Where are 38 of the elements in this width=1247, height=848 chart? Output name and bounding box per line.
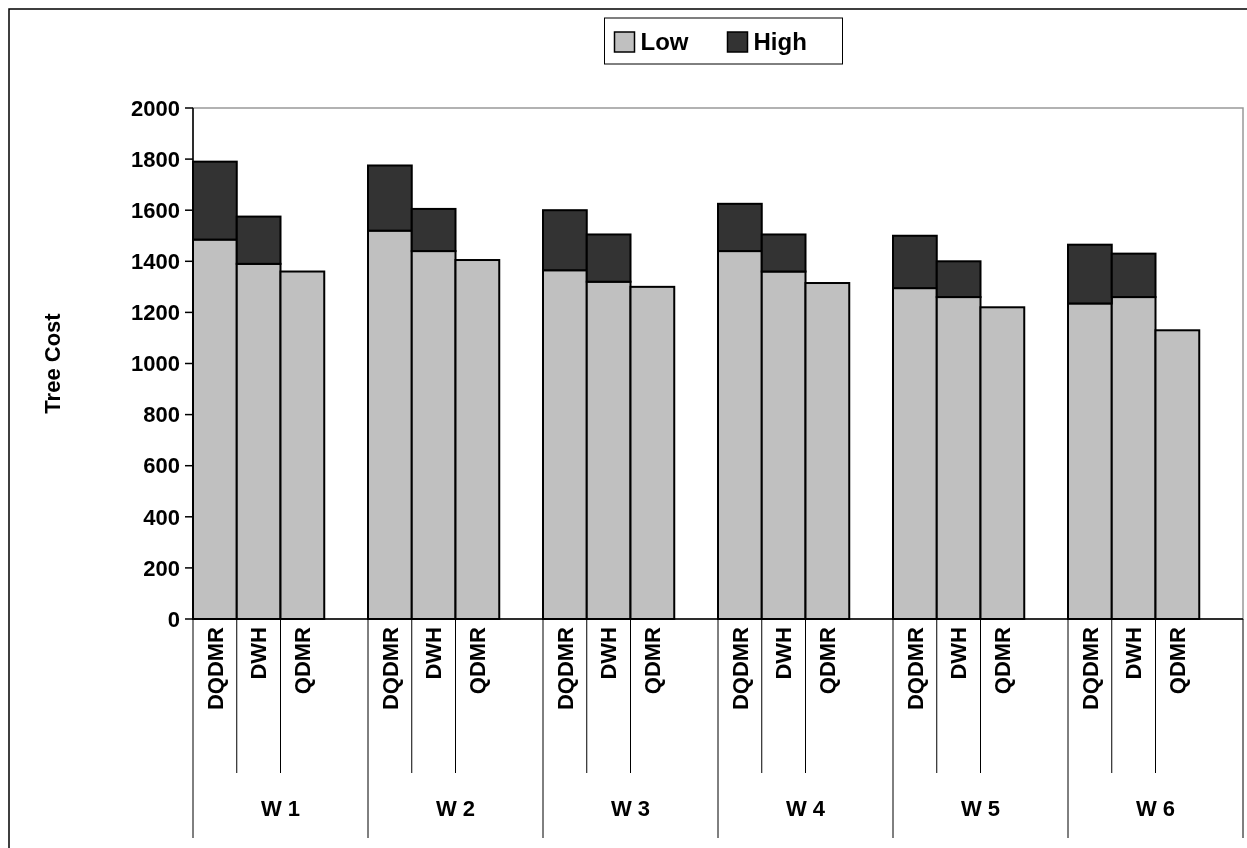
y-tick-label: 1800 bbox=[131, 146, 180, 172]
legend-label: Low bbox=[640, 28, 689, 56]
y-tick-label: 600 bbox=[143, 453, 180, 479]
x-tick-label: DQDMR bbox=[552, 626, 578, 711]
y-tick-label: 1400 bbox=[131, 249, 180, 274]
y-tick-label: 800 bbox=[143, 402, 180, 428]
x-tick-label: DWH bbox=[421, 627, 447, 680]
x-tick-label: QDMR bbox=[1165, 626, 1191, 695]
x-tick-label: DWH bbox=[946, 627, 972, 680]
text: W 3 bbox=[610, 795, 651, 821]
x-tick-label: QDMR bbox=[815, 626, 841, 695]
y-tick-label: 1600 bbox=[131, 197, 180, 223]
x-tick-label: DQDMR bbox=[727, 626, 753, 711]
x-tick-label: QDMR bbox=[465, 626, 491, 695]
text: W 6 bbox=[1135, 795, 1176, 821]
x-tick-label: QDMR bbox=[990, 626, 1016, 695]
y-tick-label: 400 bbox=[143, 504, 180, 530]
x-tick-label: DQDMR bbox=[377, 626, 403, 711]
text: W 4 bbox=[785, 795, 826, 821]
x-tick-label: QDMR bbox=[290, 626, 316, 695]
x-tick-label: DWH bbox=[246, 627, 272, 680]
y-tick-label: 1000 bbox=[131, 351, 180, 377]
y-axis-title: Tree Cost bbox=[40, 312, 65, 414]
legend-label: High bbox=[753, 28, 807, 56]
text: W 5 bbox=[960, 795, 1001, 821]
y-tick-label: 1200 bbox=[131, 300, 180, 326]
x-tick-label: DQDMR bbox=[202, 626, 228, 711]
x-tick-label: QDMR bbox=[640, 626, 666, 695]
y-tick-label: 200 bbox=[143, 555, 180, 581]
x-tick-label: DWH bbox=[1121, 627, 1147, 680]
y-tick-label: 0 bbox=[167, 606, 180, 632]
x-tick-label: DWH bbox=[596, 627, 622, 680]
text: W 1 bbox=[260, 795, 301, 821]
x-tick-label: DWH bbox=[771, 627, 797, 680]
x-tick-label: DQDMR bbox=[902, 626, 928, 711]
text: W 2 bbox=[435, 795, 476, 821]
x-tick-label: DQDMR bbox=[1077, 626, 1103, 711]
y-tick-label: 2000 bbox=[131, 95, 180, 121]
